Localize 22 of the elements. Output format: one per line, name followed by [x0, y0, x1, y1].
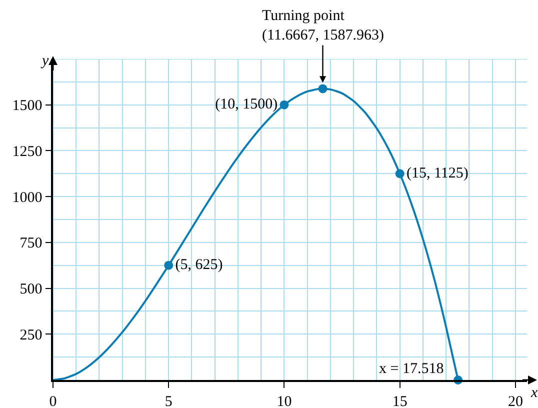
y-tick-label: 1500	[12, 98, 42, 114]
x-tick-label: 10	[276, 394, 292, 408]
x-tick-label: 0	[49, 394, 57, 408]
x-tick-label: 15	[392, 394, 408, 408]
point	[164, 260, 174, 270]
data-label: (10, 1500)	[215, 96, 278, 113]
y-tick-label: 1250	[12, 144, 42, 160]
y-tick-label: 1000	[12, 190, 42, 206]
x-tick-label: 20	[508, 394, 523, 408]
data-label: (5, 625)	[175, 257, 223, 274]
point	[280, 100, 289, 110]
point	[318, 84, 328, 94]
annotation: Turning point (11.6667, 1587.963)	[262, 8, 384, 44]
y-tick-label: 750	[20, 236, 42, 252]
x-axis-title: x	[530, 385, 538, 401]
annotation: x = 17.518	[379, 361, 444, 377]
y-tick-label: 500	[20, 282, 42, 298]
y-tick-label: 250	[20, 327, 42, 344]
y-axis-title: y	[40, 53, 49, 69]
x-tick-label: 5	[164, 394, 172, 408]
data-label: (15, 1125)	[406, 165, 468, 182]
point	[395, 169, 404, 178]
